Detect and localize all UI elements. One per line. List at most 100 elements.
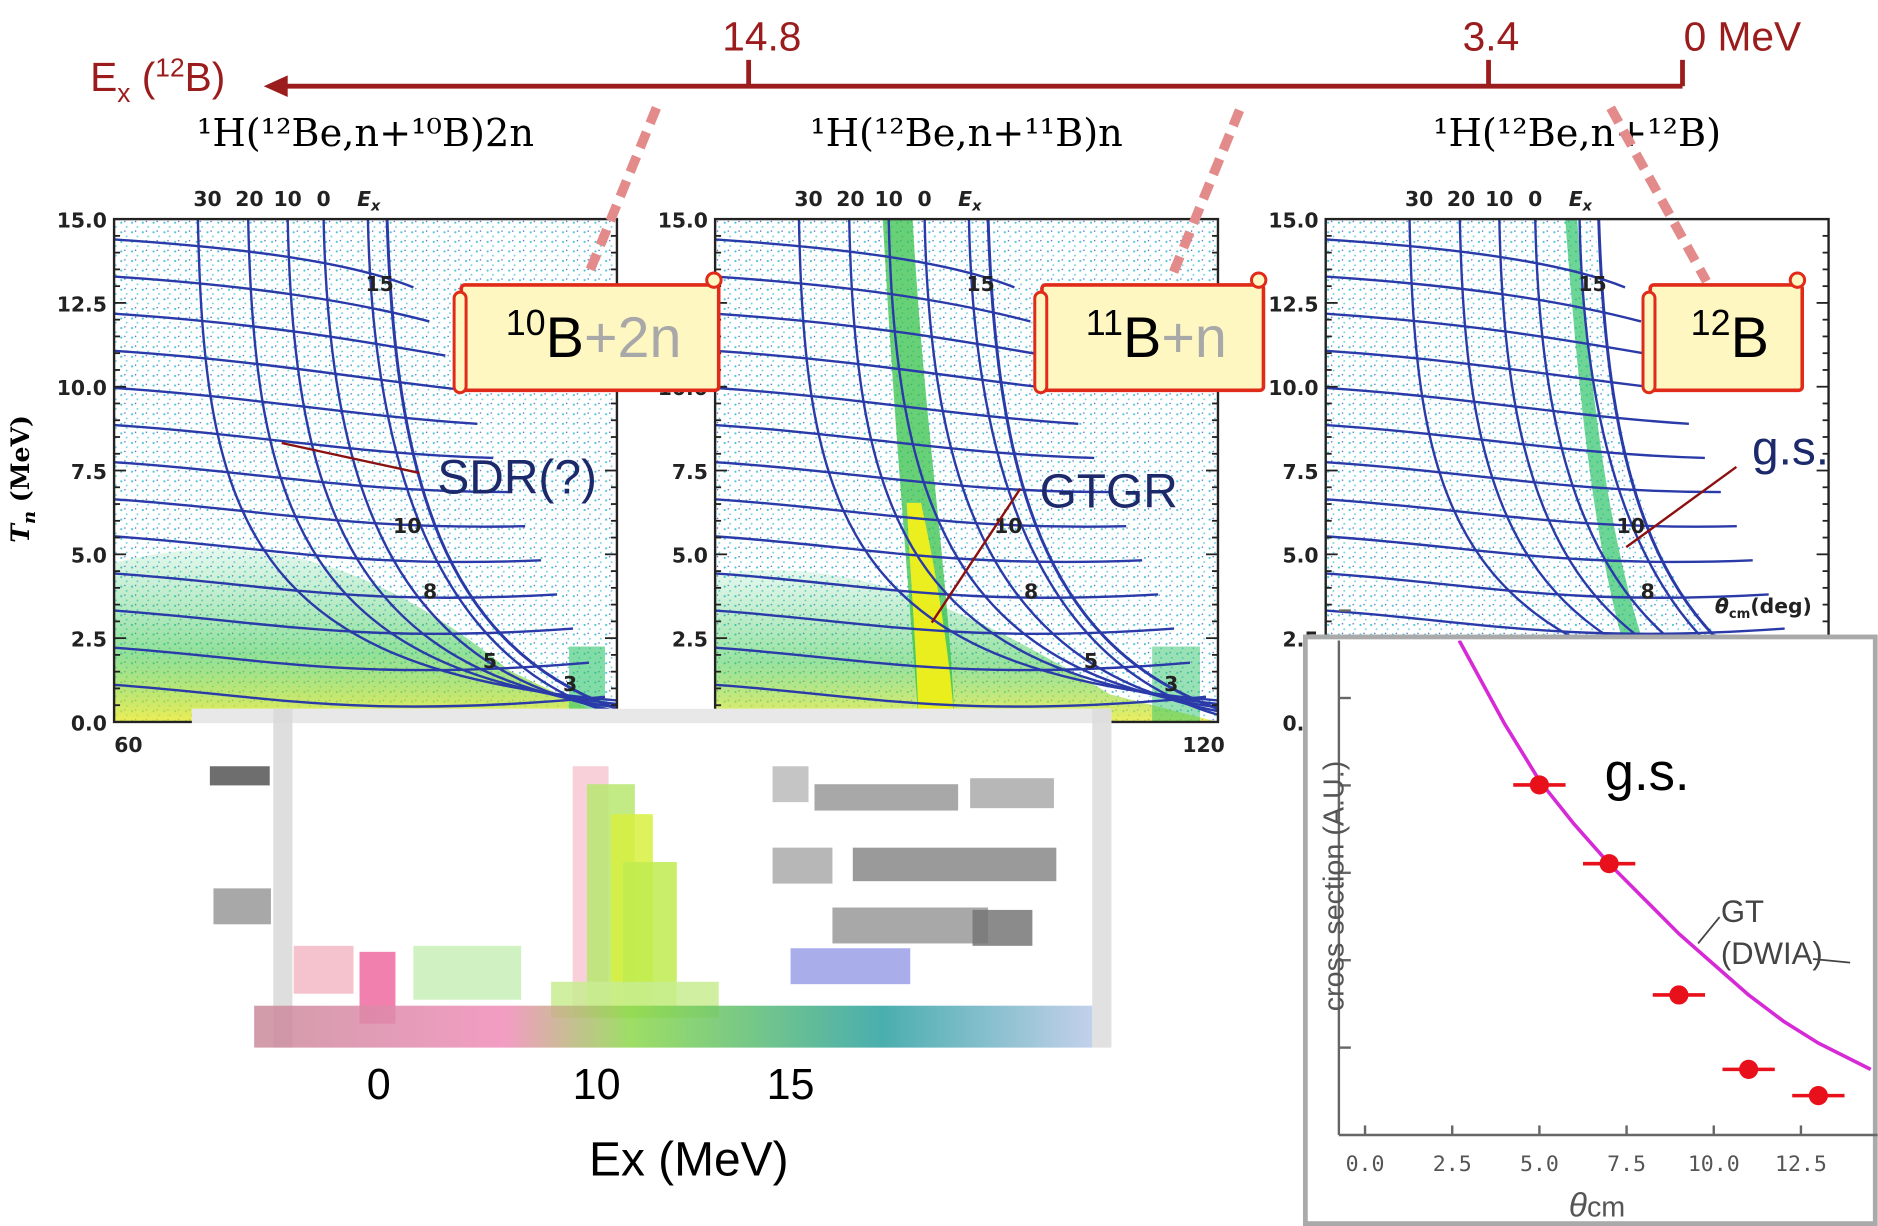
kinematic-curve (286, 219, 617, 709)
badge-curl (1249, 271, 1268, 289)
y-tick-label: 15.0 (57, 208, 107, 232)
kinematic-curve (114, 498, 526, 528)
kinematic-curve (797, 219, 1218, 702)
panel-title: ¹H(¹²Be,n+¹⁰B)2n (197, 111, 534, 156)
density-texture (1325, 219, 1829, 722)
kinematic-curve (923, 219, 1218, 713)
x-tick-label: 120 (1182, 733, 1224, 757)
y-tick-label: 0.0 (71, 711, 107, 735)
badge-label: 12B (1691, 302, 1769, 370)
x-axis-label: θcm (1569, 1187, 1625, 1224)
x-tick-label: 10 (573, 1061, 621, 1109)
inset-frame (1302, 634, 1878, 1226)
label-part: +2n (584, 306, 681, 370)
kinematic-curve (114, 275, 430, 323)
badge-label: 10B+2n (506, 302, 682, 370)
kinematic-curve (715, 349, 1063, 391)
kinematic-curve (114, 572, 558, 599)
top-axis-label: Ex (958, 187, 982, 215)
kinematic-curve (114, 349, 462, 391)
x-tick-label: 0.0 (1346, 1152, 1385, 1177)
y-axis-label: cross section (A.U.) (1319, 761, 1351, 1012)
dashed-connector (1166, 108, 1244, 280)
label-sup: 12 (1691, 302, 1731, 343)
label-part: E (357, 187, 371, 211)
kinematic-curve (1325, 535, 1753, 564)
label-sup: 12 (155, 53, 184, 83)
kinematic-curve (715, 238, 1015, 289)
curve-label: 8 (1641, 580, 1655, 604)
kinematic-curve (1325, 349, 1674, 391)
kinematic-curve (715, 683, 1207, 708)
y-tick-label: 15.0 (1268, 208, 1318, 232)
blurred-pixel (814, 784, 959, 811)
label-part: (MeV) (5, 415, 35, 511)
density-fill (1152, 646, 1201, 722)
y-tick-label: 10.0 (1268, 376, 1318, 400)
dashed-connector (582, 105, 661, 280)
kinematic-curve (1325, 460, 1721, 494)
curve-label: 3 (563, 672, 577, 696)
annotation: GTGR (1040, 466, 1178, 519)
annotation: g.s. (1605, 743, 1690, 802)
annotation-leader (930, 487, 1022, 624)
x-tick-label: 7.5 (1607, 1152, 1646, 1177)
model-curve (1457, 640, 1872, 1071)
y-tick-label: 5.0 (71, 544, 107, 568)
curve-label: 8 (1024, 580, 1038, 604)
kinematic-curve (715, 535, 1143, 564)
label-sub: cm (1729, 607, 1751, 622)
kinematic-curve (1325, 498, 1737, 528)
top-axis-label: Ex (357, 187, 381, 215)
label-sup: 10 (506, 302, 546, 343)
kinematic-curve (196, 219, 617, 702)
top-tick-label: 10 (875, 187, 903, 211)
top-tick-label: 10 (274, 187, 302, 211)
label-sub: n (19, 511, 40, 524)
kinematic-curve (1325, 238, 1626, 289)
label-part: B) (185, 54, 226, 100)
top-tick-label: 10 (1485, 187, 1513, 211)
kinematic-curve (1325, 312, 1658, 357)
top-tick-label: 0 (317, 187, 331, 211)
label-part: E (90, 54, 117, 100)
label-part: E (1569, 187, 1583, 211)
x-tick-label: 12.5 (1775, 1152, 1827, 1177)
badge-curl (705, 271, 723, 289)
label-part: +n (1161, 306, 1227, 370)
kinematic-curve (715, 275, 1031, 323)
label-sub: x (971, 199, 982, 215)
label-sup: 11 (1086, 302, 1123, 343)
panel-title: ¹H(¹²Be,n+¹¹B)n (810, 111, 1123, 156)
energy-tick-label: 0 MeV (1684, 13, 1802, 59)
dashed-connector (1606, 105, 1711, 284)
curve-label: 3 (1164, 672, 1178, 696)
kinematic-curve (967, 219, 1218, 716)
kinematic-curve (1325, 275, 1642, 323)
energy-axis-label: Ex (12B) (90, 53, 225, 108)
label-part: B (546, 306, 584, 370)
y-tick-label: 10.0 (57, 376, 107, 400)
kinematic-curve (246, 219, 617, 706)
curve-label: 15 (366, 272, 394, 296)
kinematic-boundary (986, 219, 1218, 711)
top-tick-label: 30 (193, 187, 221, 211)
kinematic-curve (114, 460, 510, 494)
kinematic-curve (366, 219, 617, 716)
plot-body (715, 219, 1218, 722)
kinematic-curve (715, 572, 1159, 599)
y-tick-label: 7.5 (71, 460, 107, 484)
kinematic-curve (114, 535, 542, 564)
x-axis-label: θcm(deg) (1715, 594, 1812, 622)
badge: 12B (1641, 271, 1807, 395)
badge-roll (452, 290, 468, 395)
data-point (1669, 985, 1689, 1005)
label-sub: x (370, 199, 381, 215)
blurred-pixel (209, 766, 270, 786)
label-part: θ (1569, 1187, 1587, 1224)
y-tick-label: 2.5 (672, 628, 708, 652)
label-part: (deg) (1750, 594, 1812, 618)
kinematic-curve (114, 683, 606, 708)
baseline-strip (254, 1005, 1093, 1048)
